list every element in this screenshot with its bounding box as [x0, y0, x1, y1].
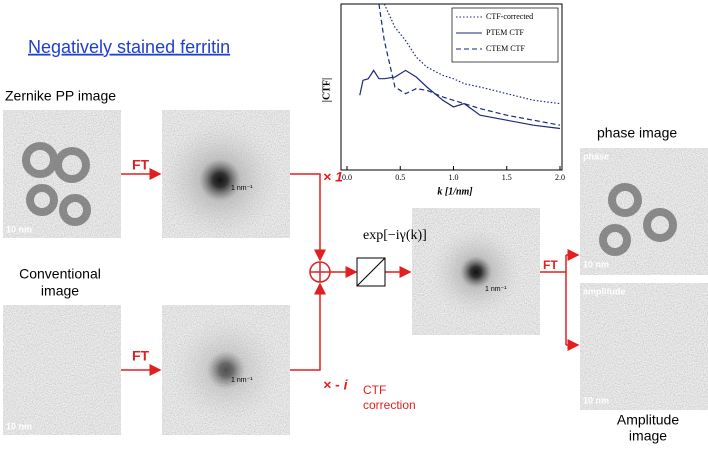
amplitude-image [580, 283, 708, 410]
fft-scale: 1 nm⁻¹ [231, 377, 253, 384]
ft-label: FT [132, 157, 150, 173]
scale-bar: 10 nm [583, 395, 609, 405]
arrows [121, 168, 580, 376]
ctf-curve [359, 69, 561, 130]
image-tag: phase [583, 151, 609, 161]
x-axis-label: k [1/nm] [437, 186, 473, 197]
conventional-label: image [41, 283, 79, 299]
amplitude-label: image [629, 428, 667, 444]
x-tick-label: 1.5 [502, 173, 512, 182]
title: Negatively stained ferritin [28, 37, 230, 57]
legend-label: PTEM CTF [486, 28, 525, 37]
amplitude-label: Amplitude [617, 412, 679, 428]
images [3, 110, 708, 435]
ctf-curve [383, 3, 561, 105]
x-tick-label: 0.0 [342, 173, 352, 182]
ctf-correction: CTF [363, 383, 386, 397]
ctf-correction: correction [363, 398, 416, 412]
phase-image [580, 148, 708, 275]
ft-label: FT [132, 348, 150, 364]
scale-bar: 10 nm [583, 259, 609, 269]
phase-label: phase image [597, 125, 677, 141]
scale-bar: 10 nm [6, 421, 32, 431]
ctf-plot: |CTF| k [1/nm] 0.0 0.5 1.0 1.5 2.0 CTF-correc… [321, 3, 565, 197]
ft-label: FT [543, 258, 558, 272]
y-axis-label: |CTF| [321, 78, 332, 102]
x-tick-label: 2.0 [555, 173, 565, 182]
fft-scale: 1 nm⁻¹ [485, 286, 507, 293]
scale-bar: 10 nm [6, 224, 32, 234]
ctf-curve [378, 3, 561, 126]
x-tick-label: 1.0 [449, 173, 459, 182]
legend-label: CTEM CTF [486, 44, 525, 53]
ctf-box-diagonal [356, 257, 386, 287]
conventional-label: Conventional [19, 266, 101, 282]
multiplier: × 1 [323, 169, 343, 185]
legend [451, 7, 559, 63]
multiplier: × - i [323, 377, 349, 393]
image-tag: amplitude [583, 286, 626, 296]
fft-scale: 1 nm⁻¹ [231, 185, 253, 192]
conventional-image [3, 305, 121, 435]
legend-label: CTF-corrected [486, 12, 533, 21]
x-tick-label: 0.5 [395, 173, 405, 182]
zernike-label: Zernike PP image [5, 88, 116, 104]
phase-factor: exp[−iγ(k)] [363, 228, 427, 243]
